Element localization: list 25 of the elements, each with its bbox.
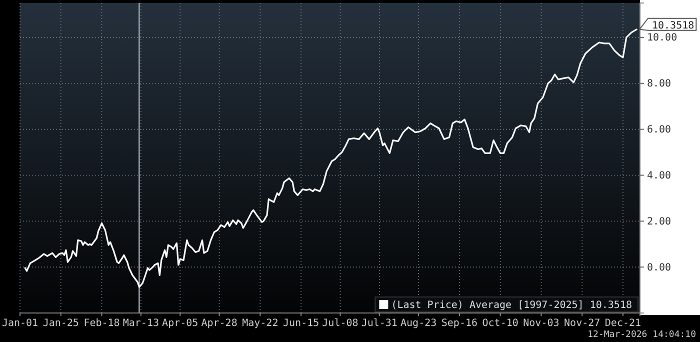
x-tick-label: Sep-16	[441, 318, 478, 330]
x-tick-label: Mar-13	[122, 318, 159, 330]
y-tick-label: 6.00	[647, 124, 672, 136]
x-tick-label: Apr-28	[201, 318, 238, 330]
x-tick-label: May-22	[242, 318, 278, 330]
text: 12-Mar-2026 14:04:10	[588, 330, 696, 340]
y-tick-label: 0.00	[647, 262, 672, 274]
y-tick-label: 8.00	[647, 78, 672, 90]
x-tick-label: Nov-27	[564, 318, 600, 330]
x-tick-label: Nov-03	[523, 318, 560, 330]
y-tick-label: 2.00	[647, 216, 672, 228]
x-tick-label: Jun-15	[282, 318, 320, 330]
x-tick-label: Jan-01	[2, 318, 38, 330]
x-tick-label: Jul-08	[322, 318, 358, 330]
x-tick-label: Feb-18	[84, 318, 120, 330]
legend-label: (Last Price) Average [1997-2025] 10.3518	[391, 300, 632, 311]
y-tick-label: 4.00	[647, 170, 672, 182]
x-tick-label: Aug-23	[400, 318, 437, 330]
x-tick-label: Jan-25	[42, 318, 79, 330]
x-tick-label: Apr-05	[162, 318, 198, 330]
x-tick-label: Jul-31	[361, 318, 398, 330]
x-tick-label: Dec-21	[604, 318, 642, 330]
x-tick-label: Oct-10	[482, 318, 518, 330]
annotation: 10.3518	[652, 20, 694, 32]
y-tick-label: 10.00	[647, 32, 678, 44]
